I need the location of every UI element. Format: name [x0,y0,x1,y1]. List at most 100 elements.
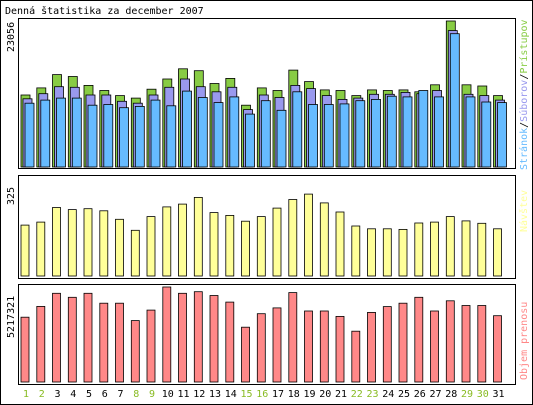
day-label: 21 [335,389,347,400]
bar-visits [304,193,313,277]
day-label: 6 [102,389,108,400]
bar-pages [355,100,366,168]
day-label: 12 [193,389,205,400]
bar-traffic [241,326,250,383]
day-label: 28 [445,389,457,400]
bar-traffic [319,310,329,383]
bar-visits [477,222,487,277]
day-label: 25 [398,389,410,400]
day-label: 22 [351,389,363,400]
bar-traffic [36,305,46,383]
day-label: 5 [86,389,92,400]
bar-traffic [304,310,313,383]
bar-pages [292,91,303,168]
bar-pages [134,106,145,168]
bar-pages [323,104,334,168]
bar-traffic [115,302,124,383]
day-label: 16 [256,389,268,400]
bar-pages [465,96,476,168]
bar-pages [497,102,507,168]
bar-traffic [493,315,502,383]
bar-traffic [351,330,361,383]
bar-traffic [178,292,187,383]
day-label: 13 [209,389,221,400]
bar-visits [398,228,408,277]
bar-pages [182,90,192,168]
bar-visits [209,212,219,277]
legend-pages: Stránok [518,128,530,170]
bar-pages [166,105,177,168]
bar-visits [272,207,282,277]
bar-pages [213,102,224,168]
bar-pages [449,33,460,168]
bar-visits [115,218,124,277]
bar-visits [130,229,140,277]
bar-pages [418,90,429,168]
bar-pages [229,96,240,168]
day-label: 19 [303,389,315,400]
traffic-max-label: 5217321 [6,296,17,338]
bar-pages [197,97,208,168]
day-label: 20 [319,389,331,400]
bars-layer [20,20,507,383]
bar-visits [256,216,266,277]
bar-visits [351,225,361,277]
bar-pages [308,104,318,168]
bar-traffic [288,292,298,383]
visits-max-label: 325 [6,187,17,205]
bar-visits [461,220,471,277]
bar-visits [430,221,439,277]
bar-traffic [20,316,30,383]
day-label: 15 [240,389,252,400]
bar-pages [119,107,129,168]
day-labels: 1 2 3 4 5 6 7 8 9 10 11 12 13 14 15 16 17 18 19 20 21 22 23 24 2… [23,389,505,400]
day-label: 9 [149,389,155,400]
bar-traffic [335,315,345,383]
bar-visits [241,220,250,277]
bar-pages [245,113,255,168]
day-label: 29 [461,389,473,400]
bar-traffic [382,306,392,383]
hits-legend: Stránok/Súborov/Prístupov [518,19,530,170]
visits-panel-frame [18,175,516,279]
bar-traffic [225,301,235,383]
bar-traffic [130,320,140,383]
bar-pages [150,99,161,168]
day-label: 27 [429,389,441,400]
bar-pages [103,104,114,168]
bar-visits [225,214,235,277]
day-label: 2 [39,389,45,400]
day-label: 26 [414,389,426,400]
bar-pages [402,96,413,168]
bar-visits [162,206,172,277]
day-label: 8 [133,389,139,400]
bar-traffic [209,295,219,383]
hits-max-label: 23056 [6,22,17,52]
bar-pages [56,97,66,168]
day-label: 18 [288,389,300,400]
bar-pages [87,104,98,168]
bar-pages [24,102,35,168]
bar-traffic [367,311,376,383]
bar-visits [335,211,345,277]
bar-pages [371,99,381,168]
bar-traffic [272,307,282,383]
bar-visits [52,207,61,277]
legend-files: Súborov [518,80,530,122]
bar-pages [339,103,350,168]
bar-traffic [461,305,471,383]
bar-visits [445,216,455,277]
bar-visits [67,209,77,277]
bar-pages [260,100,271,168]
bar-traffic [398,302,408,383]
bar-pages [481,101,492,168]
bar-visits [193,196,203,277]
bar-visits [146,216,156,277]
day-label: 3 [54,389,60,400]
bar-traffic [52,292,61,383]
day-label: 24 [382,389,394,400]
bar-traffic [445,300,455,383]
bar-traffic [430,310,439,383]
bar-traffic [83,292,93,383]
